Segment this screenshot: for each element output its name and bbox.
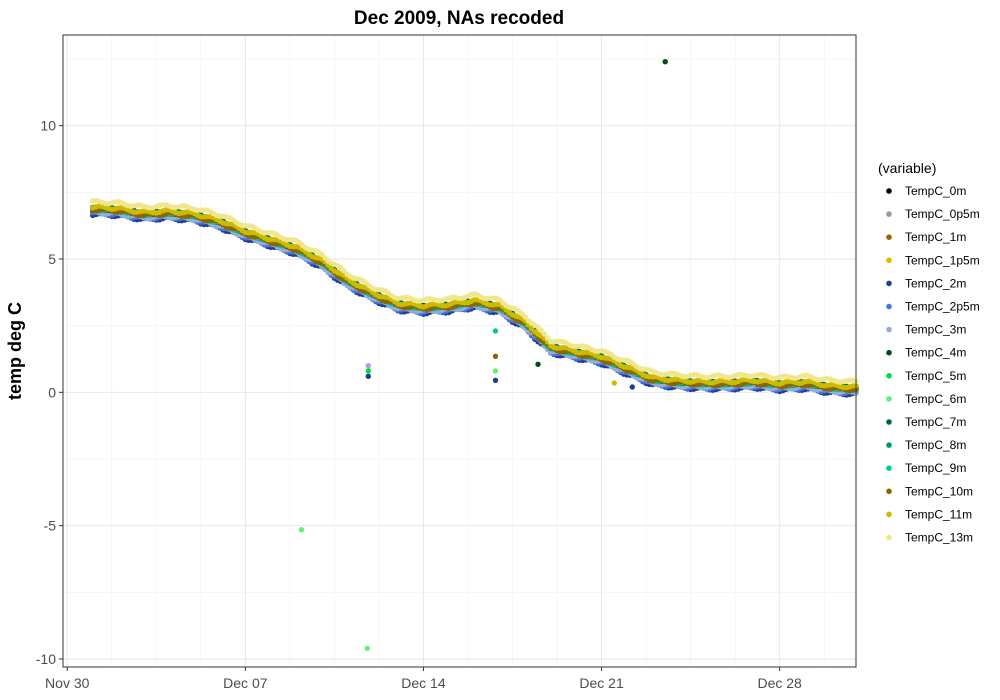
chart-title: Dec 2009, NAs recoded bbox=[354, 8, 564, 29]
data-point-outlier bbox=[492, 377, 499, 383]
legend-key bbox=[886, 188, 892, 194]
legend-key bbox=[886, 534, 892, 541]
legend-label: TempC_11m bbox=[905, 507, 972, 521]
data-point-outlier bbox=[662, 59, 668, 65]
legend-key bbox=[886, 280, 892, 287]
data-point-outlier bbox=[492, 353, 499, 359]
legend-key bbox=[886, 488, 892, 495]
legend-label: TempC_0m bbox=[905, 184, 966, 198]
legend-label: TempC_8m bbox=[905, 438, 966, 452]
data-point-outlier bbox=[365, 373, 371, 379]
legend-key bbox=[886, 419, 892, 425]
data-point-outlier bbox=[535, 361, 541, 367]
data-point bbox=[538, 327, 544, 333]
legend-title: (variable) bbox=[878, 160, 936, 176]
data-point-outlier bbox=[298, 527, 305, 533]
data-point-outlier bbox=[364, 645, 370, 651]
data-marks bbox=[90, 59, 859, 651]
legend-key bbox=[886, 465, 892, 472]
legend-label: TempC_9m bbox=[905, 461, 966, 475]
y-tick-label: 5 bbox=[48, 251, 56, 267]
legend-label: TempC_13m bbox=[905, 531, 973, 545]
legend-key bbox=[886, 511, 892, 518]
data-point bbox=[341, 268, 347, 274]
data-point-outlier bbox=[492, 328, 499, 334]
legend-key bbox=[886, 234, 892, 240]
y-tick-label: 0 bbox=[48, 384, 56, 400]
legend-key bbox=[886, 326, 892, 333]
data-point-outlier bbox=[492, 368, 499, 374]
legend-label: TempC_5m bbox=[905, 369, 966, 383]
legend-key bbox=[886, 257, 892, 264]
x-tick-label: Dec 28 bbox=[757, 675, 802, 691]
data-point bbox=[522, 314, 528, 320]
series-TempC_11m bbox=[90, 203, 859, 391]
legend-label: TempC_2m bbox=[905, 276, 966, 290]
legend-key bbox=[886, 396, 892, 402]
legend-label: TempC_3m bbox=[905, 323, 966, 337]
data-point-outlier bbox=[365, 363, 371, 369]
legend-label: TempC_4m bbox=[905, 346, 966, 360]
x-tick-label: Nov 30 bbox=[45, 675, 90, 691]
legend-label: TempC_7m bbox=[905, 415, 966, 429]
legend-key bbox=[886, 442, 892, 448]
y-axis: 10 5 0 -5 -10 bbox=[36, 118, 63, 667]
data-point-outlier bbox=[629, 384, 635, 390]
data-point bbox=[541, 331, 547, 337]
legend-key bbox=[886, 373, 892, 379]
legend-label: TempC_2p5m bbox=[905, 300, 980, 314]
y-tick-label: 10 bbox=[40, 118, 56, 134]
legend-label: TempC_1p5m bbox=[905, 253, 980, 267]
x-tick-label: Dec 21 bbox=[579, 675, 624, 691]
legend-label: TempC_0p5m bbox=[905, 207, 980, 221]
data-point-outlier bbox=[365, 368, 371, 374]
y-tick-label: -5 bbox=[44, 518, 57, 534]
y-tick-label: -10 bbox=[36, 651, 56, 667]
legend-label: TempC_10m bbox=[905, 484, 973, 498]
legend-label: TempC_6m bbox=[905, 392, 966, 406]
y-axis-label: temp deg C bbox=[5, 302, 25, 400]
legend-key bbox=[886, 303, 892, 310]
plot-panel-border bbox=[62, 34, 857, 668]
legend: (variable) TempC_0m TempC_0p5m TempC_1m Tem… bbox=[878, 160, 980, 545]
legend-key bbox=[886, 211, 892, 217]
data-point-outlier bbox=[611, 380, 617, 386]
x-tick-label: Dec 07 bbox=[223, 675, 268, 691]
data-point bbox=[544, 335, 551, 341]
x-axis: Nov 30 Dec 07 Dec 14 Dec 21 Dec 28 bbox=[45, 667, 802, 691]
legend-label: TempC_1m bbox=[905, 230, 966, 244]
data-point bbox=[319, 251, 325, 257]
legend-key bbox=[886, 349, 892, 356]
x-tick-label: Dec 14 bbox=[401, 675, 446, 691]
series-TempC_13m bbox=[90, 197, 859, 385]
